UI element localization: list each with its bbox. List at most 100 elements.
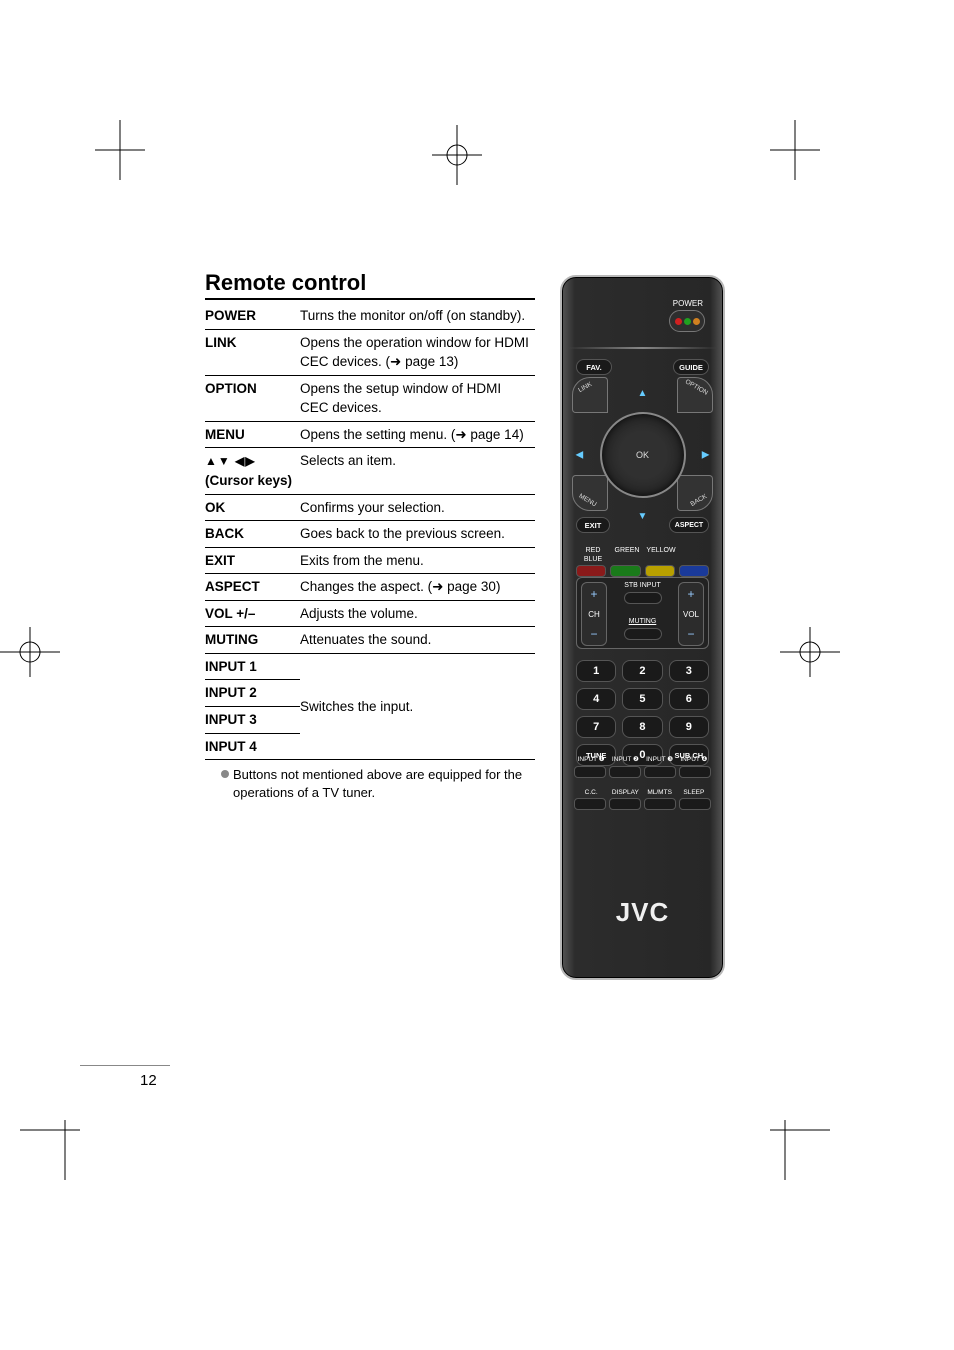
option-button[interactable]: OPTION [677, 377, 713, 413]
num-9-button[interactable]: 9 [669, 716, 709, 738]
desc-cell: Attenuates the sound. [300, 627, 535, 654]
display-button[interactable] [609, 798, 641, 810]
crop-mark-tl [95, 120, 145, 180]
input1-button[interactable] [574, 766, 606, 778]
muting-button[interactable] [624, 628, 662, 640]
crop-mark-bl [20, 1120, 80, 1180]
key-cell: EXIT [205, 547, 300, 574]
guide-button[interactable]: GUIDE [673, 359, 709, 375]
power-led-amber [693, 318, 700, 325]
desc-cell: Opens the setup window of HDMI CEC devic… [300, 375, 535, 421]
key-cell: INPUT 3 [205, 707, 300, 734]
arrow-down-icon[interactable]: ▼ [638, 511, 648, 522]
blue-button[interactable] [679, 565, 709, 577]
ch-label: CH [588, 610, 600, 619]
power-button[interactable] [669, 310, 705, 332]
ok-button[interactable]: OK [636, 450, 649, 460]
table-row: ASPECTChanges the aspect. (➜ page 30) [205, 574, 535, 601]
dpad[interactable]: OK ▲ ▼ ◀ ▶ [600, 412, 686, 498]
table-row: VOL +/–Adjusts the volume. [205, 600, 535, 627]
desc-cell: Opens the operation window for HDMI CEC … [300, 329, 535, 375]
num-4-button[interactable]: 4 [576, 688, 616, 710]
desc-cell: Confirms your selection. [300, 494, 535, 521]
input4-label: INPUT ❹ [677, 755, 711, 763]
table-row: EXITExits from the menu. [205, 547, 535, 574]
bottom-row: C.C. DISPLAY ML/MTS SLEEP [574, 789, 711, 810]
ch-rocker[interactable]: + CH − [581, 582, 607, 646]
plus-icon: + [590, 587, 597, 601]
num-3-button[interactable]: 3 [669, 660, 709, 682]
input4-button[interactable] [679, 766, 711, 778]
aspect-button[interactable]: ASPECT [669, 517, 709, 533]
key-cell: VOL +/– [205, 600, 300, 627]
key-cell: OK [205, 494, 300, 521]
table-row: OPTIONOpens the setup window of HDMI CEC… [205, 375, 535, 421]
yellow-button[interactable] [645, 565, 675, 577]
arrow-up-icon[interactable]: ▲ [638, 388, 648, 399]
red-button[interactable] [576, 565, 606, 577]
key-cell: INPUT 1 [205, 653, 300, 680]
key-cell: LINK [205, 329, 300, 375]
page-number-rule [80, 1065, 170, 1066]
fav-button[interactable]: FAV. [576, 359, 612, 375]
key-cell: ASPECT [205, 574, 300, 601]
table-row: MUTINGAttenuates the sound. [205, 627, 535, 654]
cc-button[interactable] [574, 798, 606, 810]
back-button[interactable]: BACK [677, 475, 713, 511]
power-led-red [675, 318, 682, 325]
red-label: RED [576, 547, 610, 554]
num-8-button[interactable]: 8 [622, 716, 662, 738]
desc-cell: Turns the monitor on/off (on standby). [300, 303, 535, 329]
table-row: ▲▼ ◀▶(Cursor keys)Selects an item. [205, 448, 535, 494]
key-cell: MUTING [205, 627, 300, 654]
plus-icon: + [687, 587, 694, 601]
table-row: LINKOpens the operation window for HDMI … [205, 329, 535, 375]
num-7-button[interactable]: 7 [576, 716, 616, 738]
num-2-button[interactable]: 2 [622, 660, 662, 682]
remote-illustration: POWER FAV. GUIDE LINK OPTION MENU BACK O… [560, 275, 725, 980]
input-row: INPUT ❶ INPUT ❷ INPUT ❸ INPUT ❹ [574, 755, 711, 778]
table-row: MENUOpens the setting menu. (➜ page 14) [205, 421, 535, 448]
desc-cell: Switches the input. [300, 653, 535, 759]
display-label: DISPLAY [608, 789, 642, 796]
key-cell: OPTION [205, 375, 300, 421]
key-cell: POWER [205, 303, 300, 329]
link-button[interactable]: LINK [572, 377, 608, 413]
vol-label: VOL [683, 610, 699, 619]
menu-button[interactable]: MENU [572, 475, 608, 511]
key-cell: INPUT 4 [205, 733, 300, 760]
arrow-right-icon[interactable]: ▶ [702, 450, 710, 461]
num-6-button[interactable]: 6 [669, 688, 709, 710]
arrow-left-icon[interactable]: ◀ [576, 450, 584, 461]
num-5-button[interactable]: 5 [622, 688, 662, 710]
desc-cell: Exits from the menu. [300, 547, 535, 574]
minus-icon: − [687, 627, 694, 641]
crop-mark-br [770, 1120, 830, 1180]
crop-mark-ml [0, 627, 60, 677]
mlmts-button[interactable] [644, 798, 676, 810]
green-label: GREEN [610, 547, 644, 554]
green-button[interactable] [610, 565, 640, 577]
yellow-label: YELLOW [644, 547, 678, 554]
desc-cell: Selects an item. [300, 448, 535, 494]
input2-button[interactable] [609, 766, 641, 778]
table-row: INPUT 1Switches the input. [205, 653, 535, 680]
color-buttons: REDGREENYELLOWBLUE [576, 545, 709, 577]
muting-label: MUTING [629, 618, 657, 625]
footnote: Buttons not mentioned above are equipped… [205, 766, 535, 802]
table-row: OKConfirms your selection. [205, 494, 535, 521]
stb-input-button[interactable] [624, 592, 662, 604]
remote-rib [568, 347, 717, 349]
desc-cell: Opens the setting menu. (➜ page 14) [300, 421, 535, 448]
input3-button[interactable] [644, 766, 676, 778]
input2-label: INPUT ❷ [608, 755, 642, 763]
controls-table: POWERTurns the monitor on/off (on standb… [205, 303, 535, 760]
bullet-icon [221, 770, 229, 778]
vol-rocker[interactable]: + VOL − [678, 582, 704, 646]
numpad: 123456789TUNE0SUB CH [576, 660, 709, 766]
mlmts-label: ML/MTS [643, 789, 677, 796]
num-1-button[interactable]: 1 [576, 660, 616, 682]
desc-cell: Adjusts the volume. [300, 600, 535, 627]
sleep-button[interactable] [679, 798, 711, 810]
exit-button[interactable]: EXIT [576, 517, 610, 533]
